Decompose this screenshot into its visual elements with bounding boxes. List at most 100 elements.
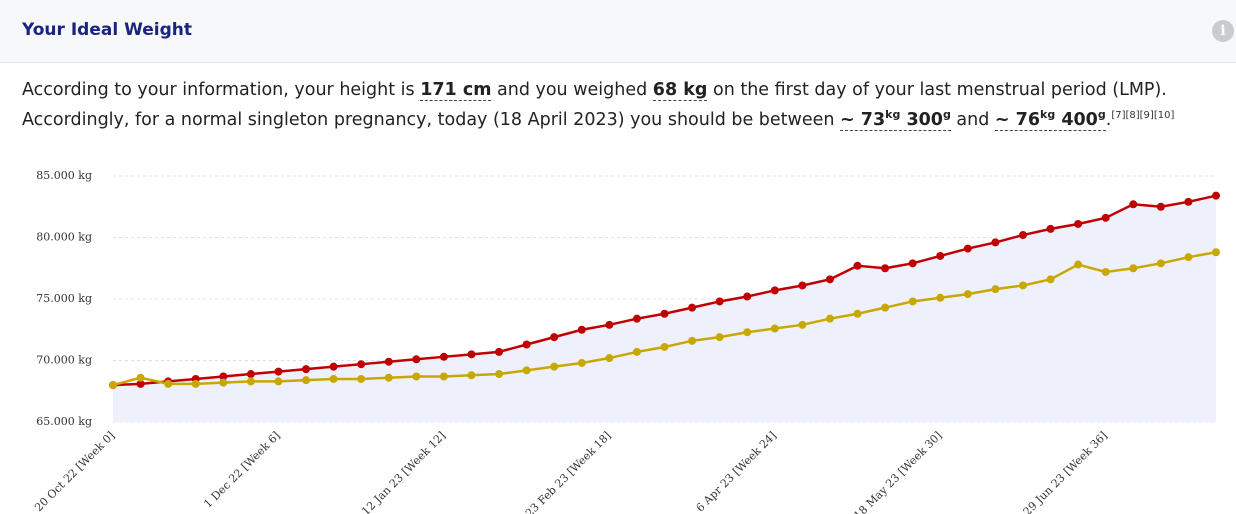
x-tick-label: 6 Apr 23 [Week 24] (694, 429, 779, 514)
point (1129, 264, 1138, 273)
point (963, 290, 972, 299)
text: Accordingly, for a normal singleton preg… (22, 109, 841, 130)
point (164, 379, 173, 388)
point (1184, 253, 1193, 262)
header-title: Your Ideal Weight (22, 20, 192, 40)
point (384, 373, 393, 382)
point (798, 281, 807, 290)
point (136, 379, 145, 388)
point (329, 374, 338, 383)
y-tick-label: 80.000 kg (36, 231, 92, 244)
ref[interactable]: [8] (1125, 110, 1140, 121)
summary-line: Accordingly, for a normal singleton preg… (22, 108, 1175, 131)
point (743, 328, 752, 337)
point (825, 314, 834, 323)
ref[interactable]: [9] (1139, 110, 1154, 121)
text: . (1105, 109, 1112, 130)
point (881, 303, 890, 312)
summary-line: According to your information, your heig… (22, 80, 1167, 101)
text: on the first day of your last menstrual … (707, 80, 1167, 100)
x-tick-label: 1 Dec 22 [Week 6] (201, 429, 282, 510)
point (219, 372, 228, 381)
y-tick-label: 65.000 kg (36, 415, 92, 428)
point (770, 324, 779, 333)
x-tick-label: 23 Feb 23 [Week 18] (523, 429, 614, 514)
point (936, 251, 945, 260)
text: 300 (900, 109, 943, 130)
text: ~ 76 (994, 109, 1041, 130)
point (991, 238, 1000, 247)
point (439, 352, 448, 361)
x-tick-label: 12 Jan 23 [Week 12] (359, 429, 448, 514)
point (1074, 260, 1083, 269)
point (1156, 202, 1165, 211)
point (412, 372, 421, 381)
point (550, 333, 559, 342)
low-weight[interactable]: ~ 73kg 300g (840, 108, 951, 131)
y-tick-label: 70.000 kg (36, 354, 92, 367)
point (357, 360, 366, 369)
point (936, 293, 945, 302)
point (632, 314, 641, 323)
point (522, 340, 531, 349)
unit: g (942, 108, 951, 121)
text: 400 (1055, 109, 1098, 130)
point (1129, 200, 1138, 209)
point (1101, 213, 1110, 222)
unit: kg (1040, 108, 1056, 121)
point (908, 297, 917, 306)
point (136, 373, 145, 382)
point (605, 320, 614, 329)
height-value[interactable]: 171 cm (420, 80, 492, 101)
header: Your Ideal Weight i (0, 0, 1236, 63)
point (467, 350, 476, 359)
point (1101, 267, 1110, 276)
point (881, 264, 890, 273)
point (274, 377, 283, 386)
info-icon[interactable]: i (1212, 20, 1234, 42)
y-tick-label: 75.000 kg (36, 292, 92, 305)
point (274, 367, 283, 376)
text: and (950, 109, 995, 130)
point (798, 320, 807, 329)
weight-value[interactable]: 68 kg (652, 80, 708, 101)
text: ~ 73 (840, 109, 886, 130)
point (715, 333, 724, 342)
point (1156, 259, 1165, 268)
point (991, 285, 1000, 294)
point (219, 378, 228, 387)
point (1212, 248, 1220, 257)
unit: kg (885, 108, 901, 121)
point (1046, 275, 1055, 284)
point (1184, 197, 1193, 206)
point (412, 355, 421, 364)
point (963, 244, 972, 253)
point (825, 275, 834, 284)
point (495, 370, 504, 379)
point (688, 303, 697, 312)
point (715, 297, 724, 306)
ref[interactable]: [7] (1111, 110, 1126, 121)
high-weight[interactable]: ~ 76kg 400g (994, 108, 1106, 131)
y-tick-label: 85.000 kg (36, 169, 92, 182)
point (522, 366, 531, 375)
point (1074, 219, 1083, 228)
point (246, 370, 255, 379)
x-tick-label: 20 Oct 22 [Week 0] (32, 429, 117, 514)
point (302, 376, 311, 385)
point (1018, 231, 1027, 240)
point (660, 309, 669, 318)
point (329, 362, 338, 371)
point (770, 286, 779, 295)
point (743, 292, 752, 301)
point (605, 354, 614, 363)
point (632, 347, 641, 356)
point (577, 358, 586, 367)
ref[interactable]: [10] (1153, 110, 1175, 121)
point (1046, 224, 1055, 233)
x-tick-label: 18 May 23 [Week 30] (851, 429, 944, 514)
point (467, 371, 476, 380)
point (908, 259, 917, 268)
